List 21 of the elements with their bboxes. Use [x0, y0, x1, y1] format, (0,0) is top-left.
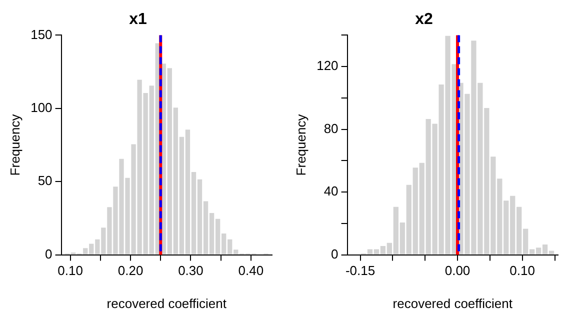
x-axis-title: recovered coefficient — [392, 296, 513, 311]
y-tick-label: 40 — [324, 184, 338, 199]
y-tick-label: 100 — [30, 100, 52, 115]
x-tick-label: 0.10 — [510, 263, 535, 278]
y-tick-label: 120 — [316, 58, 338, 74]
y-tick-label: 150 — [30, 26, 52, 42]
x-tick-label: 0.30 — [178, 263, 204, 278]
y-tick-label: 80 — [324, 120, 338, 136]
y-tick-label: 0 — [45, 246, 52, 262]
x-tick-label: 0.20 — [118, 263, 144, 278]
y-axis-title: Frequency — [7, 114, 22, 176]
chart-title: x1 — [129, 11, 147, 28]
y-axis-title: Frequency — [293, 114, 308, 176]
chart-title: x2 — [415, 11, 433, 28]
x-tick-label: 0.40 — [238, 263, 264, 278]
y-tick-label: 50 — [38, 173, 52, 188]
x-tick-label: 0.00 — [444, 263, 470, 278]
x-tick-label: -0.15 — [345, 263, 376, 278]
y-tick-label: 0 — [331, 246, 338, 262]
x-tick-label: 0.10 — [58, 263, 83, 278]
x-axis-title: recovered coefficient — [106, 296, 227, 311]
